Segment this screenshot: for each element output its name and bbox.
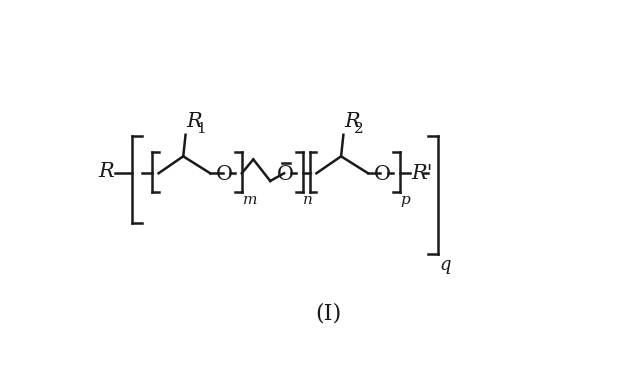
Text: 2: 2 <box>354 122 364 136</box>
Text: R: R <box>98 162 114 181</box>
Text: R': R' <box>411 164 433 183</box>
Text: p: p <box>401 193 410 207</box>
Text: 1: 1 <box>196 122 206 136</box>
Text: R: R <box>186 112 202 131</box>
Text: R: R <box>344 112 360 131</box>
Text: (I): (I) <box>315 302 341 325</box>
Text: m: m <box>243 193 257 207</box>
Text: O: O <box>277 164 294 184</box>
Text: q: q <box>440 256 451 274</box>
Text: O: O <box>216 164 232 184</box>
Text: n: n <box>303 193 313 207</box>
Text: O: O <box>373 164 390 184</box>
